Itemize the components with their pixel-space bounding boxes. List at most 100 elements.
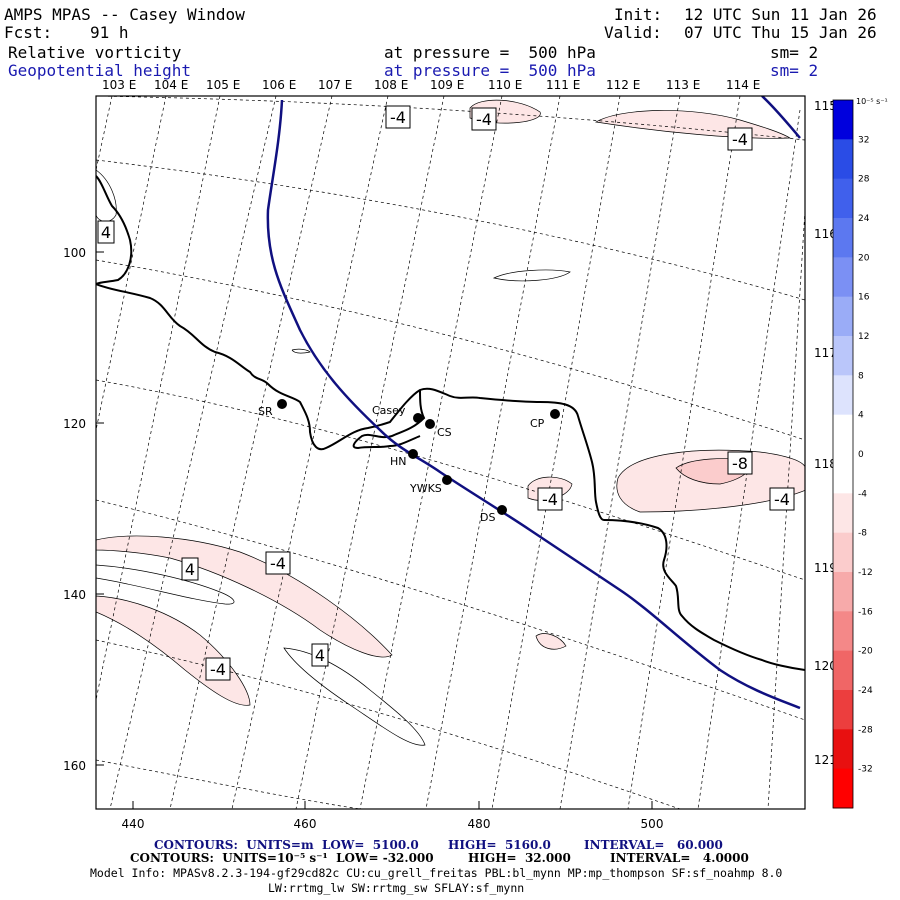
colorbar-cell [833, 690, 853, 730]
colorbar-label: 32 [858, 135, 869, 145]
vorticity-region [96, 535, 393, 658]
colorbar-label: 0 [858, 450, 864, 460]
vorticity-contours-positive [96, 169, 571, 746]
colorbar-cell [833, 454, 853, 494]
contour-label: 4 [185, 560, 195, 579]
vorticity-region [96, 595, 251, 706]
model-info: Model Info: MPASv8.2.3-194-gf29cd82c CU:… [90, 866, 783, 880]
colorbar-label: -4 [858, 489, 867, 499]
station-label: SR [258, 405, 273, 418]
colorbar-cell [833, 493, 853, 534]
footer-line1-interval: INTERVAL= 60.000 [584, 838, 723, 852]
contour-label: -4 [542, 490, 558, 509]
colorbar-cell [833, 336, 853, 376]
colorbar-cell [833, 218, 853, 258]
map-plot-area [96, 96, 805, 809]
colorbar-cell [833, 611, 853, 652]
contour-label: -4 [270, 554, 286, 573]
x-tick-label: 480 [468, 817, 491, 831]
colorbar-label: 24 [858, 214, 870, 224]
contour-label: -4 [774, 490, 790, 509]
field1-name: Relative vorticity [8, 43, 182, 62]
colorbar-label: -24 [858, 686, 873, 696]
contour-label: -4 [210, 660, 226, 679]
geopotential-contours [266, 96, 801, 710]
colorbar-label: -20 [858, 647, 873, 657]
y-tick-label: 140 [63, 588, 86, 602]
contour-labels: -4 -4 -4 -4 -8 -4 -4 4 -4 4 4 [97, 105, 795, 681]
station-marker [277, 399, 287, 409]
colorbar-cell [833, 375, 853, 416]
colorbar-label: -12 [858, 568, 873, 578]
colorbar-cell [833, 296, 853, 337]
colorbar-cell [833, 650, 853, 691]
x-tick-label: 500 [641, 817, 664, 831]
field1-level: at pressure = 500 hPa [384, 43, 596, 62]
y-tick-label: 160 [63, 759, 86, 773]
y-axis: 100 120 140 160 [63, 246, 104, 773]
lon-label-top: 111 E [546, 78, 581, 92]
colorbar-label: -16 [858, 607, 873, 617]
coastline [96, 175, 805, 671]
colorbar-cell [833, 768, 853, 809]
init-time: 12 UTC Sun 11 Jan 26 [684, 5, 877, 24]
map-title: AMPS MPAS -- Casey Window [4, 5, 245, 24]
forecast-label: Fcst: [4, 23, 53, 42]
station-label: CS [437, 426, 452, 439]
lon-label-top: 104 E [154, 78, 189, 92]
colorbar-cell [833, 139, 853, 180]
colorbar-label: 28 [858, 175, 870, 185]
contour-label: -4 [476, 110, 492, 129]
y-tick-label: 100 [63, 246, 86, 260]
contour-label: -4 [390, 108, 406, 127]
valid-time: 07 UTC Thu 15 Jan 26 [684, 23, 877, 42]
footer-line2-prefix: CONTOURS: UNITS=10⁻⁵ s⁻¹ LOW= -32.000 [130, 851, 434, 865]
colorbar-label: 4 [858, 411, 864, 421]
colorbar-cell [833, 572, 853, 612]
y-tick-label: 120 [63, 417, 86, 431]
colorbar-cell [833, 414, 853, 455]
lon-label-top: 110 E [488, 78, 523, 92]
lon-label-top: 108 E [374, 78, 409, 92]
station-marker [550, 409, 560, 419]
colorbar-units: 10⁻⁵ s⁻¹ [856, 97, 888, 106]
footer-line1-high: HIGH= 5160.0 [448, 838, 551, 852]
lon-label-top: 103 E [102, 78, 137, 92]
colorbar-label: 20 [858, 253, 870, 263]
field1-smooth: sm= 2 [770, 43, 819, 62]
lon-label-top: 112 E [606, 78, 641, 92]
field2-smooth: sm= 2 [770, 61, 819, 80]
vorticity-region [594, 110, 792, 139]
lon-label-top: 106 E [262, 78, 297, 92]
station-marker [413, 413, 423, 423]
field2-level: at pressure = 500 hPa [384, 61, 596, 80]
colorbar: 10⁻⁵ s⁻¹ 32 28 24 20 16 12 8 4 0 -4 -8 -12 -16 -20 -24… [832, 97, 888, 809]
contour-label: 4 [315, 646, 325, 665]
colorbar-cell [833, 532, 853, 573]
colorbar-label: 8 [858, 371, 864, 381]
lon-label-top: 109 E [430, 78, 465, 92]
station-marker [408, 449, 418, 459]
forecast-hours: 91 h [90, 23, 129, 42]
colorbar-cell [833, 178, 853, 219]
station-marker [442, 475, 452, 485]
colorbar-cell [833, 729, 853, 770]
station-label: HN [390, 455, 407, 468]
footer-line2-high: HIGH= 32.000 [468, 851, 571, 865]
contour-label: -8 [732, 454, 748, 473]
x-axis: 440 460 480 500 [122, 801, 664, 831]
footer-line1-prefix: CONTOURS: UNITS=m LOW= 5100.0 [154, 838, 419, 852]
lon-label-top: 105 E [206, 78, 241, 92]
contour-label: -4 [732, 130, 748, 149]
station-marker [497, 505, 507, 515]
station-label: CP [530, 417, 545, 430]
model-info-2: LW:rrtmg_lw SW:rrtmg_sw SFLAY:sf_mynn [268, 881, 525, 895]
footer-line2-interval: INTERVAL= 4.0000 [610, 851, 749, 865]
lon-label-top: 107 E [318, 78, 353, 92]
field2-name: Geopotential height [8, 61, 192, 80]
lon-label-top: 114 E [726, 78, 761, 92]
colorbar-cell [833, 257, 853, 298]
stations: SR Casey CS HN YWKS DS CP [258, 399, 560, 524]
colorbar-label: 16 [858, 293, 870, 303]
